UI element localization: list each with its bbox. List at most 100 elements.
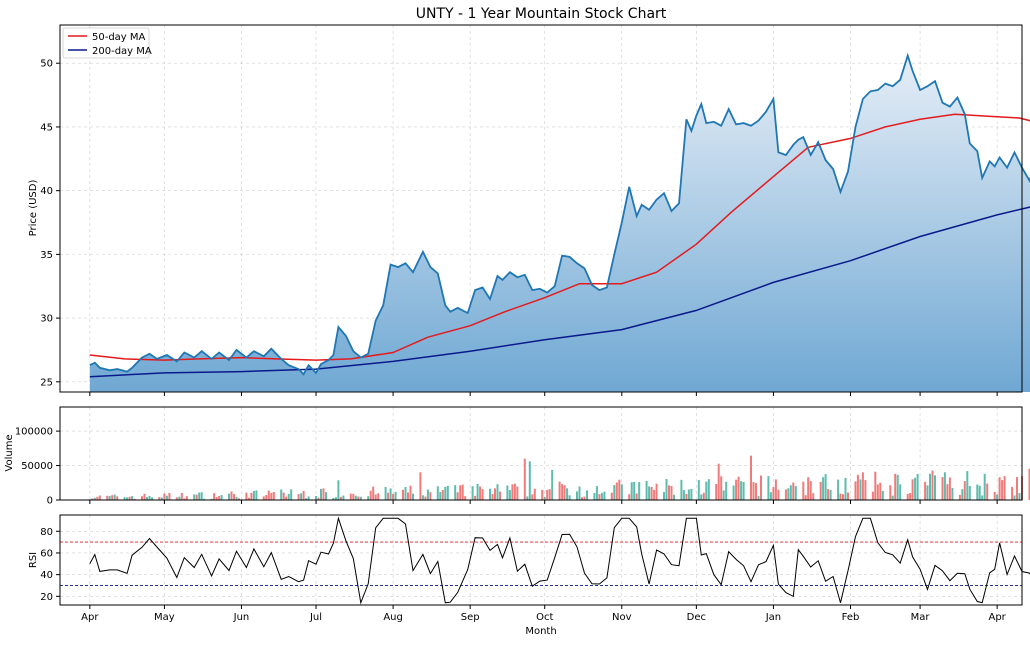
volume-bar bbox=[666, 479, 668, 500]
volume-bar bbox=[429, 492, 431, 500]
volume-bar bbox=[439, 492, 441, 500]
volume-bar bbox=[283, 493, 285, 500]
volume-bar bbox=[949, 478, 951, 501]
volume-bar bbox=[350, 494, 352, 500]
x-tick-label: Jun bbox=[233, 612, 250, 623]
volume-bar bbox=[680, 480, 682, 500]
volume-bar bbox=[690, 489, 692, 500]
volume-bar bbox=[593, 493, 595, 500]
volume-xticks bbox=[90, 500, 997, 504]
volume-bar bbox=[497, 484, 499, 500]
y-tick-label: 80 bbox=[40, 527, 53, 538]
volume-bar bbox=[186, 496, 188, 500]
x-tick-label: Apr bbox=[81, 612, 99, 623]
volume-bar bbox=[864, 480, 866, 500]
volume-bar bbox=[877, 484, 879, 500]
volume-bar bbox=[942, 477, 944, 500]
volume-bar bbox=[268, 491, 270, 500]
volume-bar bbox=[541, 490, 543, 500]
volume-bar bbox=[228, 494, 230, 500]
volume-bar bbox=[561, 484, 563, 500]
volume-bar bbox=[454, 485, 456, 500]
volume-bar bbox=[273, 492, 275, 500]
y-tick-label: 0 bbox=[47, 496, 53, 507]
x-tick-label: Feb bbox=[842, 612, 860, 623]
volume-bars bbox=[89, 456, 1030, 500]
volume-bar bbox=[457, 492, 459, 500]
volume-bar bbox=[285, 497, 287, 500]
volume-bar bbox=[611, 493, 613, 500]
volume-bar bbox=[564, 485, 566, 500]
volume-bar bbox=[616, 483, 618, 501]
volume-ylabel: Volume bbox=[4, 434, 15, 471]
volume-bar bbox=[628, 494, 630, 500]
volume-bar bbox=[596, 486, 598, 500]
volume-bar bbox=[795, 486, 797, 500]
rsi-ylabel: RSI bbox=[28, 552, 39, 568]
volume-bar bbox=[499, 492, 501, 500]
volume-bar bbox=[181, 493, 183, 500]
volume-bar bbox=[688, 490, 690, 501]
x-tick-label: Oct bbox=[536, 612, 553, 623]
volume-bar bbox=[753, 482, 755, 500]
y-tick-label: 40 bbox=[40, 186, 53, 197]
volume-bar bbox=[889, 485, 891, 500]
volume-bar bbox=[648, 487, 650, 501]
volume-bar bbox=[337, 480, 339, 500]
y-tick-label: 20 bbox=[40, 592, 53, 603]
volume-bar bbox=[874, 472, 876, 500]
volume-bar bbox=[996, 494, 998, 500]
volume-bar bbox=[872, 492, 874, 500]
volume-bar bbox=[427, 490, 429, 500]
legend-ma200-label: 200-day MA bbox=[92, 46, 152, 57]
volume-bar bbox=[114, 495, 116, 500]
volume-bar bbox=[233, 494, 235, 500]
volume-bar bbox=[584, 497, 586, 500]
x-tick-label: Jan bbox=[765, 612, 781, 623]
volume-bar bbox=[245, 493, 247, 500]
volume-bar bbox=[603, 492, 605, 500]
volume-bar bbox=[631, 482, 633, 500]
volume-bar bbox=[924, 482, 926, 500]
volume-bar bbox=[618, 480, 620, 500]
x-axis-label: Month bbox=[525, 626, 556, 637]
volume-bar bbox=[1004, 476, 1006, 500]
volume-bar bbox=[663, 492, 665, 500]
x-tick-label: Apr bbox=[988, 612, 1006, 623]
x-tick-label: Aug bbox=[383, 612, 403, 623]
volume-bar bbox=[459, 485, 461, 500]
volume-bar bbox=[387, 493, 389, 500]
volume-bar bbox=[166, 496, 168, 500]
volume-bar bbox=[750, 456, 752, 500]
volume-bar bbox=[144, 494, 146, 500]
volume-bar bbox=[464, 496, 466, 500]
volume-bar bbox=[489, 489, 491, 500]
volume-bar bbox=[482, 489, 484, 500]
y-tick-label: 25 bbox=[40, 377, 53, 388]
volume-bar bbox=[767, 476, 769, 500]
volume-bar bbox=[857, 475, 859, 500]
volume-bar bbox=[673, 495, 675, 500]
volume-bar bbox=[859, 479, 861, 500]
volume-bar bbox=[961, 489, 963, 500]
volume-bar bbox=[253, 491, 255, 500]
volume-bar bbox=[231, 492, 233, 501]
volume-bar bbox=[777, 490, 779, 500]
y-tick-label: 50 bbox=[40, 59, 53, 70]
volume-bar bbox=[444, 487, 446, 500]
volume-bar bbox=[842, 494, 844, 500]
volume-bar bbox=[111, 495, 113, 500]
volume-bar bbox=[855, 481, 857, 500]
x-tick-label: Mar bbox=[911, 612, 931, 623]
volume-bar bbox=[367, 496, 369, 500]
volume-bar bbox=[638, 482, 640, 500]
volume-bar bbox=[566, 488, 568, 500]
volume-bar bbox=[946, 484, 948, 500]
volume-bar bbox=[526, 496, 528, 500]
volume-bar bbox=[700, 494, 702, 500]
volume-bar bbox=[718, 464, 720, 500]
volume-bar bbox=[586, 490, 588, 500]
volume-bar bbox=[760, 476, 762, 501]
volume-bar bbox=[633, 482, 635, 500]
